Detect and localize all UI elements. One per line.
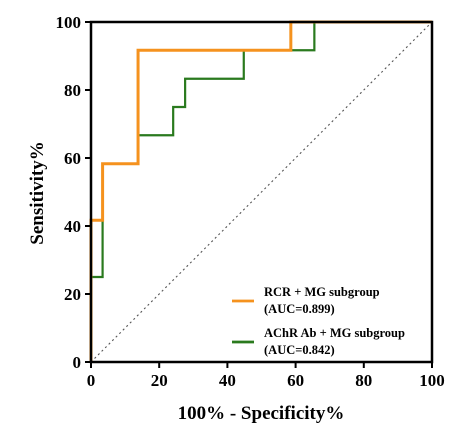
plot-frame bbox=[89, 20, 434, 364]
x-axis-title: 100% - Specificity% bbox=[178, 403, 345, 424]
x-tick-label: 80 bbox=[355, 371, 372, 390]
legend-label-achr: AChR Ab + MG subgroup bbox=[264, 326, 405, 340]
y-tick-label: 80 bbox=[64, 81, 81, 100]
legend-auc-rcr: (AUC=0.899) bbox=[264, 302, 335, 316]
legend: RCR + MG subgroup (AUC=0.899) AChR Ab + … bbox=[232, 285, 405, 357]
axes-layer bbox=[89, 20, 434, 364]
y-axis-title: Sensitivity% bbox=[27, 141, 48, 244]
legend-auc-achr: (AUC=0.842) bbox=[264, 343, 335, 357]
x-tick-label: 40 bbox=[219, 371, 236, 390]
y-tick-label: 60 bbox=[64, 149, 81, 168]
legend-label-rcr: RCR + MG subgroup bbox=[264, 285, 380, 299]
x-tick-label: 20 bbox=[151, 371, 168, 390]
y-tick-label: 0 bbox=[73, 353, 82, 372]
x-tick-label: 100 bbox=[419, 371, 445, 390]
y-tick-label: 40 bbox=[64, 217, 81, 236]
reference-diagonal bbox=[90, 21, 433, 363]
y-tick-label: 100 bbox=[56, 13, 82, 32]
x-tick-label: 60 bbox=[287, 371, 304, 390]
x-tick-label: 0 bbox=[87, 371, 96, 390]
series-line-rcr bbox=[89, 20, 432, 362]
series-layer bbox=[89, 20, 432, 362]
ticks-layer: 0 20 40 60 80 100 0 20 40 60 80 100 bbox=[56, 13, 445, 390]
y-tick-label: 20 bbox=[64, 285, 81, 304]
